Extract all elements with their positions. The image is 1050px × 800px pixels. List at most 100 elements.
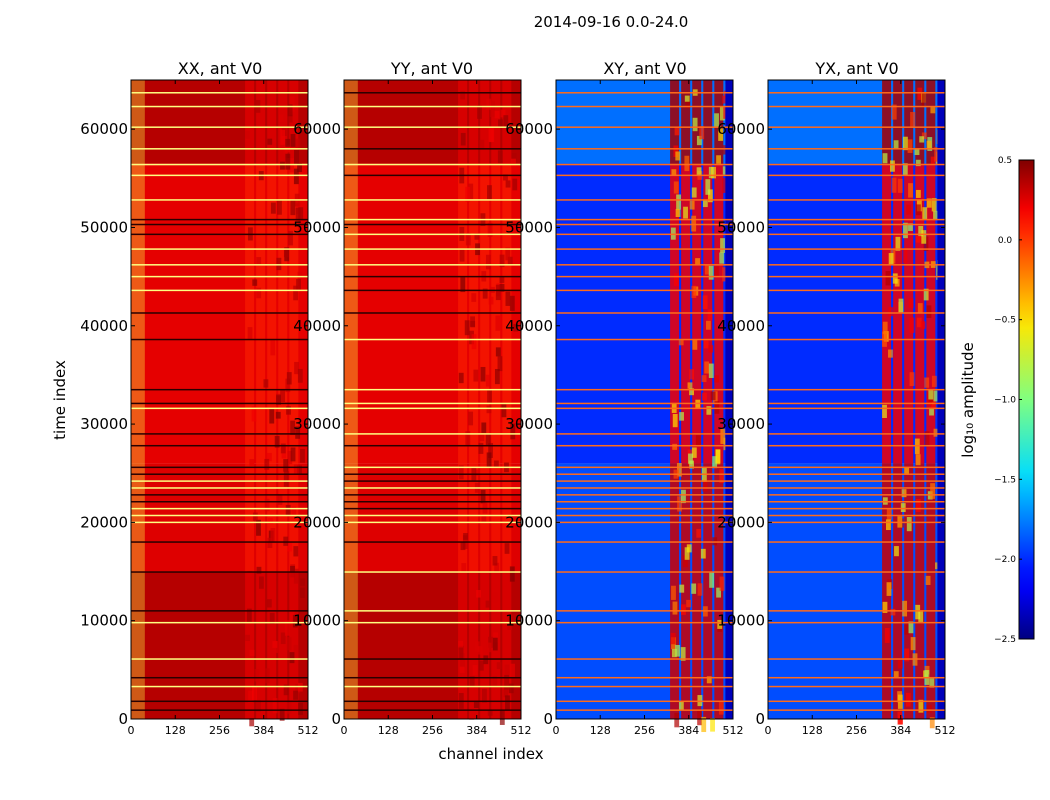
x-tick-label: 256 xyxy=(422,724,443,737)
data-blob xyxy=(681,604,686,615)
flag-row xyxy=(768,163,945,166)
channel-band xyxy=(502,571,512,719)
data-blob xyxy=(675,151,681,161)
data-blob xyxy=(712,537,718,546)
data-blob xyxy=(722,166,728,175)
flag-row xyxy=(344,466,521,469)
data-blob xyxy=(893,671,899,679)
data-blob xyxy=(882,153,888,164)
data-blob xyxy=(272,641,278,648)
channel-band xyxy=(915,463,925,523)
channel-band xyxy=(681,522,691,572)
data-blob xyxy=(886,582,892,596)
data-blob xyxy=(486,405,492,414)
data-blob xyxy=(676,463,682,477)
y-tick-label: 40000 xyxy=(293,317,341,335)
data-blob xyxy=(284,620,290,636)
flag-row xyxy=(556,388,733,391)
data-blob xyxy=(929,407,934,416)
flag-row xyxy=(768,275,945,278)
data-blob xyxy=(297,163,302,172)
flag-row xyxy=(768,541,945,543)
channel-band xyxy=(915,522,925,572)
flag-row xyxy=(556,487,733,489)
panel-title: YY, ant V0 xyxy=(390,59,473,78)
data-blob xyxy=(264,498,270,512)
flag-row xyxy=(344,223,521,226)
flag-row xyxy=(556,571,733,573)
data-blob xyxy=(910,637,916,651)
data-blob xyxy=(474,233,480,240)
data-blob xyxy=(692,117,698,132)
data-blob xyxy=(485,374,491,387)
flag-row xyxy=(344,507,521,510)
flag-row xyxy=(131,521,308,524)
data-blob xyxy=(492,676,498,687)
flag-row xyxy=(344,500,521,503)
data-blob xyxy=(246,608,252,623)
y-tick-label: 60000 xyxy=(80,120,128,138)
channel-band xyxy=(278,522,288,572)
flag-row xyxy=(556,218,733,221)
edge-band xyxy=(131,80,145,719)
flag-row xyxy=(344,218,521,221)
data-blob xyxy=(512,178,518,191)
data-blob xyxy=(915,454,921,466)
y-tick-label: 0 xyxy=(118,710,128,728)
channel-band xyxy=(458,463,468,523)
y-tick-label: 50000 xyxy=(717,218,765,236)
data-blob xyxy=(277,200,282,215)
flag-row xyxy=(768,338,945,341)
flag-row xyxy=(344,312,521,314)
data-blob xyxy=(290,565,295,573)
y-tick-label: 40000 xyxy=(717,317,765,335)
data-blob xyxy=(475,469,480,476)
flag-row xyxy=(344,163,521,166)
data-blob xyxy=(465,431,471,445)
data-blob xyxy=(290,447,296,462)
flag-row xyxy=(768,407,945,410)
data-blob xyxy=(702,392,707,401)
data-blob xyxy=(924,431,930,446)
data-blob xyxy=(493,460,499,468)
data-blob xyxy=(695,399,701,409)
flag-row xyxy=(131,507,308,510)
data-blob xyxy=(701,716,707,733)
data-blob xyxy=(289,158,294,173)
data-blob xyxy=(672,413,678,428)
x-axis-label: channel index xyxy=(438,745,543,763)
data-blob xyxy=(460,653,465,668)
data-blob xyxy=(295,207,301,221)
data-blob xyxy=(888,349,893,358)
y-tick-label: 20000 xyxy=(505,513,553,531)
data-blob xyxy=(469,330,474,345)
data-blob xyxy=(471,293,477,302)
data-blob xyxy=(486,98,492,110)
data-blob xyxy=(490,100,495,117)
data-blob xyxy=(468,183,474,200)
flag-row xyxy=(556,233,733,236)
data-blob xyxy=(290,134,296,147)
data-blob xyxy=(884,627,890,643)
data-blob xyxy=(495,284,501,301)
data-blob xyxy=(890,160,895,172)
channel-band xyxy=(926,571,936,719)
channel-band xyxy=(703,571,713,719)
figure-suptitle: 2014-09-16 0.0-24.0 xyxy=(534,13,689,31)
data-blob xyxy=(689,200,695,210)
data-blob xyxy=(918,610,924,623)
data-blob xyxy=(908,621,914,634)
data-blob xyxy=(914,148,920,156)
channel-band xyxy=(926,80,936,164)
flag-row xyxy=(556,289,733,292)
data-blob xyxy=(478,660,484,671)
data-blob xyxy=(267,452,272,462)
data-blob xyxy=(503,115,509,127)
data-blob xyxy=(251,406,257,422)
data-blob xyxy=(893,140,899,149)
data-blob xyxy=(503,685,509,698)
y-tick-label: 10000 xyxy=(293,612,341,630)
flag-row xyxy=(344,571,521,573)
data-blob xyxy=(294,149,299,166)
data-blob xyxy=(275,411,281,419)
